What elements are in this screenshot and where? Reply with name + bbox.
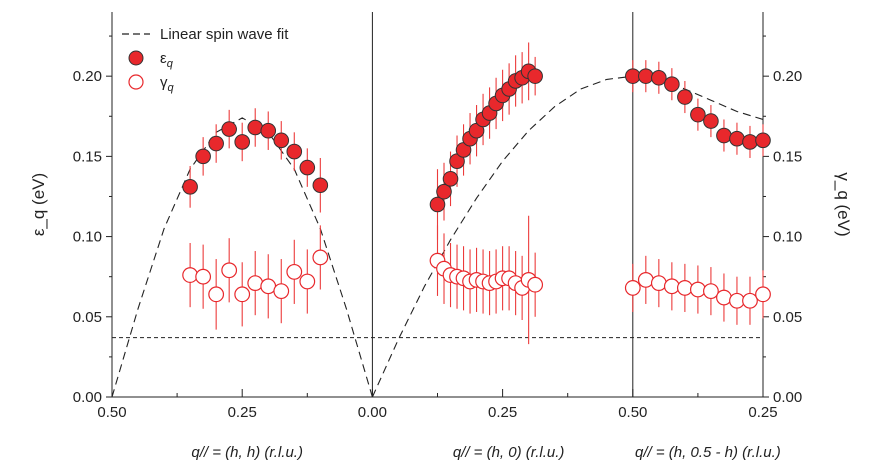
legend: Linear spin wave fit εq γq xyxy=(122,26,289,94)
legend-gamma-marker xyxy=(128,74,144,90)
y-tick-label-left: 0.00 xyxy=(73,389,102,406)
gamma-point xyxy=(182,267,199,283)
y-tick-label-right: 0.10 xyxy=(773,229,802,246)
epsilon-point xyxy=(527,68,543,84)
gamma-point xyxy=(663,278,680,295)
epsilon-point xyxy=(742,134,758,150)
gamma-point xyxy=(690,281,706,298)
epsilon-point xyxy=(312,177,329,194)
gamma-point xyxy=(637,271,654,288)
epsilon-point xyxy=(247,119,264,136)
gamma-point xyxy=(247,275,264,292)
epsilon-point xyxy=(260,122,277,139)
y-axis-title-right: γ_q (eV) xyxy=(834,172,853,236)
epsilon-point xyxy=(664,76,680,92)
x-tick-label: 0.50 xyxy=(618,404,647,421)
gamma-point xyxy=(729,292,745,309)
gamma-point xyxy=(273,283,290,300)
gamma-point xyxy=(527,276,544,293)
epsilon-point xyxy=(436,183,452,200)
y-tick-label-left: 0.15 xyxy=(73,148,102,165)
epsilon-point xyxy=(429,196,446,213)
gamma-point xyxy=(742,292,758,309)
epsilon-point xyxy=(208,135,224,152)
x-tick-label: 0.25 xyxy=(748,404,777,421)
y-tick-label-right: 0.20 xyxy=(773,68,802,85)
y-tick-label-left: 0.10 xyxy=(73,229,102,246)
legend-gamma-subscript: q xyxy=(168,82,175,94)
gamma-point xyxy=(299,273,316,290)
legend-fit-label: Linear spin wave fit xyxy=(160,26,289,43)
epsilon-point xyxy=(442,171,459,187)
legend-gamma-label: γq xyxy=(160,74,175,94)
gamma-point xyxy=(624,280,641,296)
gamma-point xyxy=(716,289,732,306)
epsilon-point xyxy=(195,148,211,165)
fit-curve xyxy=(632,75,764,121)
epsilon-point xyxy=(703,113,719,129)
axis-label-group: 0.00 0.00 0.05 0.05 0.10 0.10 0.15 0.15 0.20 0.20… xyxy=(29,68,853,461)
x-tick-label: 0.50 xyxy=(97,404,126,421)
y-tick-label-left: 0.20 xyxy=(73,68,102,85)
y-axis-title-left: ε_q (eV) xyxy=(29,173,48,236)
epsilon-point xyxy=(234,134,250,150)
x-tick-label: 0.00 xyxy=(358,404,387,421)
fit-curve xyxy=(371,75,633,398)
legend-epsilon-subscript: q xyxy=(167,58,174,70)
epsilon-point xyxy=(755,132,771,149)
gamma-point xyxy=(195,268,212,285)
y-tick-label-left: 0.05 xyxy=(73,309,102,326)
epsilon-point xyxy=(299,159,316,176)
epsilon-point xyxy=(286,143,303,160)
data-point-group xyxy=(182,63,771,309)
gamma-point xyxy=(650,275,667,292)
epsilon-point xyxy=(690,106,706,123)
x-tick-label: 0.25 xyxy=(488,404,517,421)
y-tick-label-right: 0.15 xyxy=(773,148,802,165)
epsilon-point xyxy=(625,68,641,84)
x-segment-label: q// = (h, 0.5 - h) (r.l.u.) xyxy=(635,444,781,461)
epsilon-point xyxy=(273,132,290,149)
y-tick-label-right: 0.05 xyxy=(773,309,802,326)
gamma-point xyxy=(221,262,238,279)
y-tick-label-right: 0.00 xyxy=(773,389,802,406)
epsilon-point xyxy=(221,121,237,137)
epsilon-point xyxy=(729,130,745,147)
gamma-point xyxy=(286,263,303,280)
epsilon-point xyxy=(651,69,667,86)
epsilon-point xyxy=(638,68,654,84)
gamma-point xyxy=(755,286,771,303)
x-segment-label: q// = (h, 0) (r.l.u.) xyxy=(453,444,565,461)
fit-curve-group xyxy=(111,75,764,398)
gamma-point xyxy=(208,286,225,303)
x-segment-label: q// = (h, h) (r.l.u.) xyxy=(191,444,303,461)
fit-curve xyxy=(111,117,373,398)
gamma-point xyxy=(234,286,251,303)
gamma-point xyxy=(312,249,329,266)
legend-epsilon-marker xyxy=(128,50,144,66)
gamma-point xyxy=(676,280,693,296)
gamma-point xyxy=(703,283,719,300)
epsilon-point xyxy=(716,127,732,144)
epsilon-point xyxy=(677,89,693,105)
legend-epsilon-label: εq xyxy=(160,50,174,70)
x-tick-label: 0.25 xyxy=(228,404,257,421)
epsilon-point xyxy=(182,179,198,195)
gamma-point xyxy=(260,278,277,295)
